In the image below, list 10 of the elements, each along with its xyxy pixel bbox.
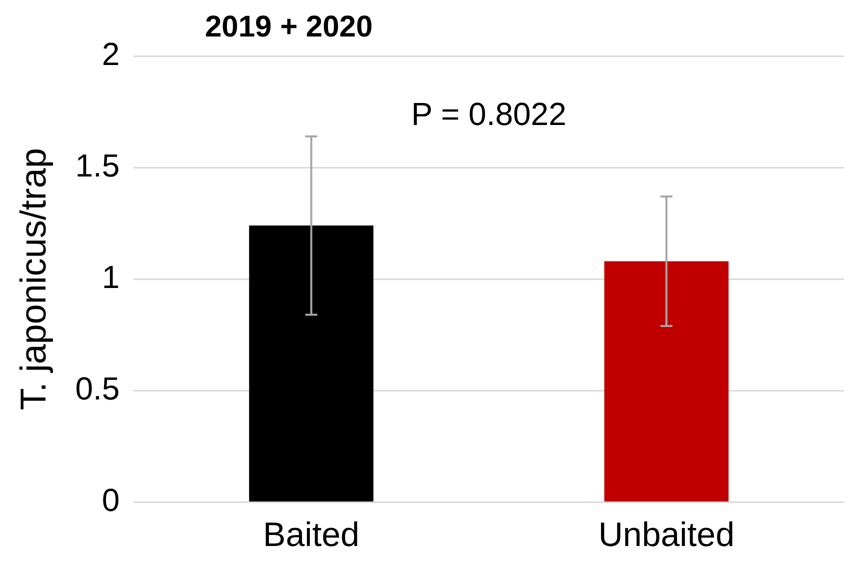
x-tick-label: Baited [263,516,360,554]
x-tick-label: Unbaited [598,516,734,554]
chart-title: 2019 + 2020 [205,10,373,44]
annotation: P = 0.8022 [411,96,566,132]
y-tick-label: 1.5 [75,147,120,184]
y-tick-label: 2 [102,36,120,72]
y-tick-label: 0.5 [75,370,120,406]
y-tick-label: 1 [102,258,120,295]
y-tick-label: 0 [102,482,120,518]
y-axis-title: T. japonicus/trap [12,148,54,410]
